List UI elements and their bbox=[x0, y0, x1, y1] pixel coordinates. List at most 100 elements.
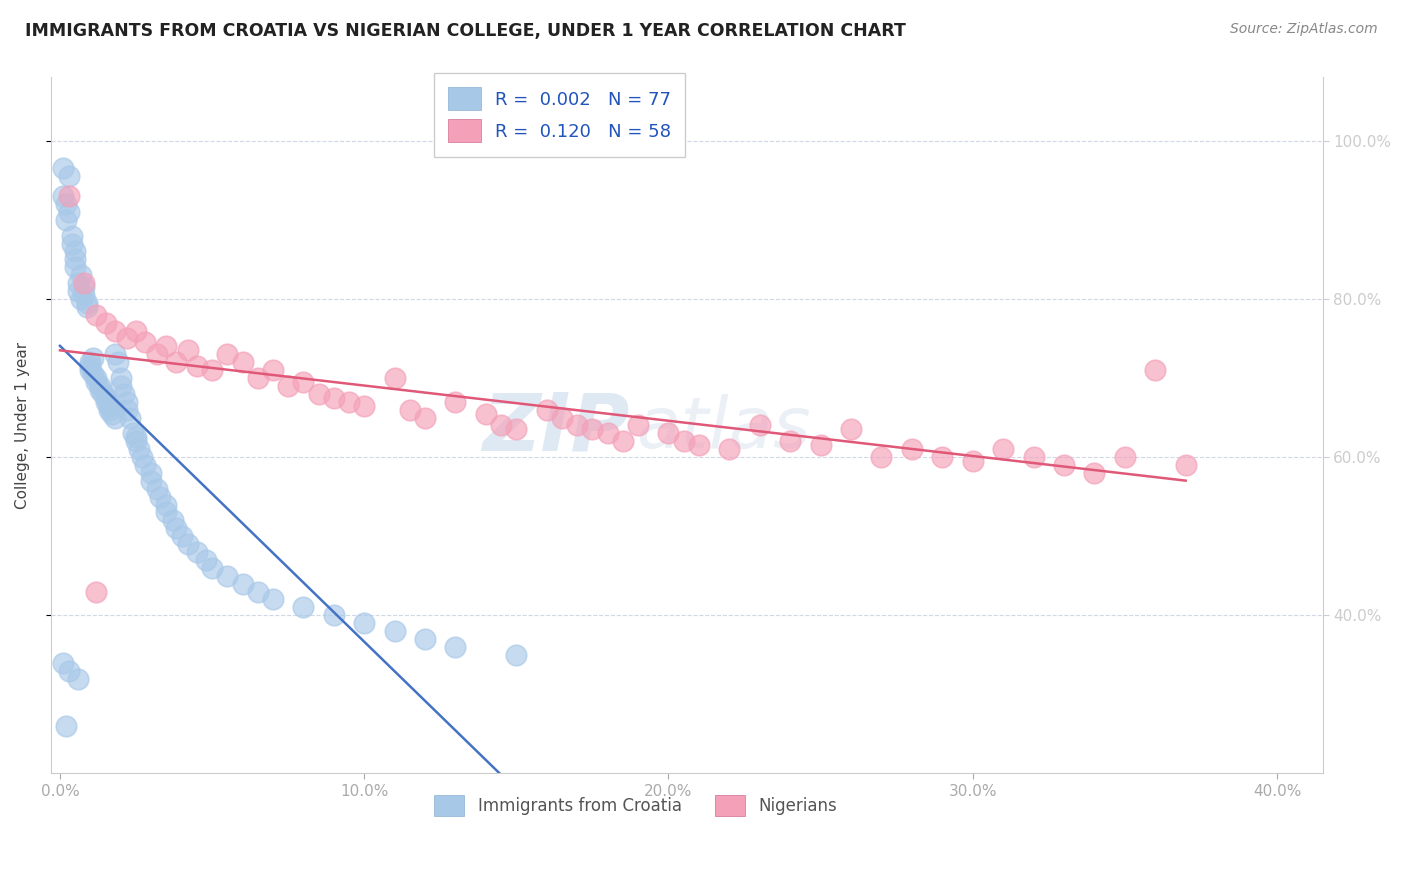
Point bbox=[177, 343, 200, 358]
Point bbox=[277, 379, 299, 393]
Point bbox=[82, 351, 104, 366]
Point bbox=[170, 529, 193, 543]
Point bbox=[1114, 450, 1136, 464]
Point bbox=[115, 402, 138, 417]
Point bbox=[104, 347, 127, 361]
Point bbox=[122, 426, 145, 441]
Point bbox=[444, 394, 467, 409]
Point bbox=[384, 624, 406, 638]
Text: ZIP: ZIP bbox=[482, 390, 630, 468]
Point bbox=[413, 632, 436, 646]
Point bbox=[118, 410, 141, 425]
Text: IMMIGRANTS FROM CROATIA VS NIGERIAN COLLEGE, UNDER 1 YEAR CORRELATION CHART: IMMIGRANTS FROM CROATIA VS NIGERIAN COLL… bbox=[25, 22, 907, 40]
Point bbox=[94, 394, 117, 409]
Point bbox=[73, 276, 96, 290]
Point bbox=[97, 399, 120, 413]
Point bbox=[141, 466, 163, 480]
Point bbox=[217, 568, 239, 582]
Point bbox=[112, 386, 135, 401]
Legend: Immigrants from Croatia, Nigerians: Immigrants from Croatia, Nigerians bbox=[426, 786, 845, 824]
Point bbox=[104, 324, 127, 338]
Point bbox=[612, 434, 634, 449]
Point bbox=[76, 296, 98, 310]
Point bbox=[1174, 458, 1197, 472]
Text: atlas: atlas bbox=[636, 394, 810, 464]
Point bbox=[73, 288, 96, 302]
Point bbox=[52, 656, 75, 670]
Point bbox=[110, 379, 132, 393]
Point bbox=[58, 169, 80, 184]
Point bbox=[86, 371, 108, 385]
Point bbox=[58, 205, 80, 219]
Point bbox=[475, 407, 498, 421]
Point bbox=[63, 260, 86, 275]
Point bbox=[839, 422, 862, 436]
Point bbox=[627, 418, 650, 433]
Point bbox=[79, 363, 101, 377]
Point bbox=[748, 418, 770, 433]
Point bbox=[810, 438, 832, 452]
Point bbox=[308, 386, 330, 401]
Point bbox=[125, 430, 148, 444]
Point bbox=[115, 331, 138, 345]
Point bbox=[67, 276, 90, 290]
Point bbox=[231, 355, 253, 369]
Point bbox=[115, 394, 138, 409]
Point bbox=[146, 482, 169, 496]
Point bbox=[67, 284, 90, 298]
Point bbox=[134, 458, 156, 472]
Point bbox=[217, 347, 239, 361]
Point bbox=[1144, 363, 1167, 377]
Point bbox=[58, 664, 80, 678]
Point bbox=[79, 355, 101, 369]
Point bbox=[581, 422, 603, 436]
Point bbox=[55, 719, 77, 733]
Point bbox=[292, 375, 315, 389]
Point bbox=[901, 442, 924, 457]
Point bbox=[596, 426, 619, 441]
Point bbox=[177, 537, 200, 551]
Point bbox=[398, 402, 420, 417]
Point bbox=[870, 450, 893, 464]
Point bbox=[195, 553, 218, 567]
Point bbox=[94, 391, 117, 405]
Point bbox=[931, 450, 953, 464]
Point bbox=[146, 347, 169, 361]
Point bbox=[322, 608, 344, 623]
Text: Source: ZipAtlas.com: Source: ZipAtlas.com bbox=[1230, 22, 1378, 37]
Point bbox=[52, 189, 75, 203]
Point bbox=[131, 450, 153, 464]
Point bbox=[505, 648, 527, 662]
Point bbox=[201, 363, 224, 377]
Point bbox=[413, 410, 436, 425]
Point bbox=[91, 386, 114, 401]
Point bbox=[186, 545, 208, 559]
Point bbox=[292, 600, 315, 615]
Point bbox=[70, 268, 93, 282]
Point bbox=[60, 236, 83, 251]
Point bbox=[86, 584, 108, 599]
Point bbox=[337, 394, 360, 409]
Point bbox=[718, 442, 741, 457]
Point bbox=[991, 442, 1014, 457]
Point bbox=[353, 399, 375, 413]
Point bbox=[262, 363, 284, 377]
Point bbox=[107, 355, 129, 369]
Point bbox=[536, 402, 558, 417]
Point bbox=[962, 454, 984, 468]
Point bbox=[165, 355, 187, 369]
Point bbox=[94, 316, 117, 330]
Point bbox=[489, 418, 512, 433]
Point bbox=[97, 402, 120, 417]
Point bbox=[505, 422, 527, 436]
Point bbox=[67, 672, 90, 686]
Point bbox=[134, 335, 156, 350]
Point bbox=[104, 410, 127, 425]
Point bbox=[86, 375, 108, 389]
Point bbox=[155, 498, 177, 512]
Point bbox=[141, 474, 163, 488]
Point bbox=[165, 521, 187, 535]
Point bbox=[52, 161, 75, 176]
Point bbox=[63, 244, 86, 259]
Point bbox=[1053, 458, 1076, 472]
